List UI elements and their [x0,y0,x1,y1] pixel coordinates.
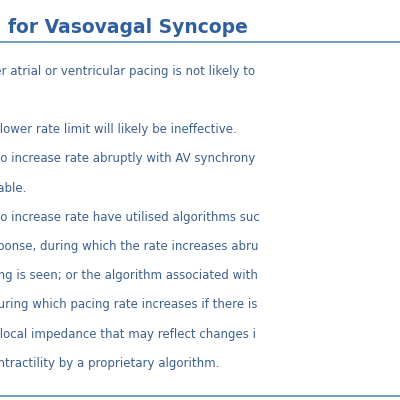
Text: es in local impedance that may reflect changes i: es in local impedance that may reflect c… [0,328,256,340]
Text: slowing is seen; or the algorithm associated with: slowing is seen; or the algorithm associ… [0,269,258,282]
Text: on, during which pacing rate increases if there is: on, during which pacing rate increases i… [0,298,257,311]
Text: desirable.: desirable. [0,182,26,194]
Text: t the lower rate limit will likely be ineffective.: t the lower rate limit will likely be in… [0,123,237,136]
Text: ing for Vasovagal Syncope: ing for Vasovagal Syncope [0,18,248,37]
Text: thm to increase rate abruptly with AV synchrony: thm to increase rate abruptly with AV sy… [0,152,255,166]
Text: sms to increase rate have utilised algorithms suc: sms to increase rate have utilised algor… [0,211,260,224]
Text: ar contractility by a proprietary algorithm.: ar contractility by a proprietary algori… [0,357,219,370]
Text: amber atrial or ventricular pacing is not likely to: amber atrial or ventricular pacing is no… [0,65,255,78]
Text: o response, during which the rate increases abru: o response, during which the rate increa… [0,240,258,253]
